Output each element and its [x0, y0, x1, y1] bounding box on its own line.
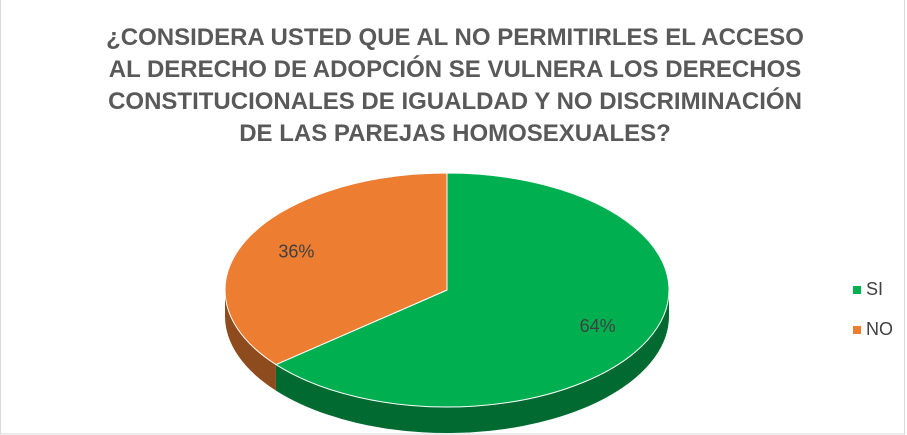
slice-side	[275, 290, 669, 434]
slice	[274, 172, 670, 408]
legend-swatch	[853, 286, 861, 294]
legend-label: SI	[866, 279, 883, 299]
chart-title: ¿CONSIDERA USTED QUE AL NO PERMITIRLES E…	[106, 24, 804, 147]
slice	[224, 172, 448, 366]
slice-side	[225, 290, 276, 391]
legend-swatch	[853, 326, 861, 334]
data-label: 36%	[278, 241, 314, 261]
data-label: 64%	[580, 316, 616, 336]
legend-label: NO	[866, 319, 893, 339]
